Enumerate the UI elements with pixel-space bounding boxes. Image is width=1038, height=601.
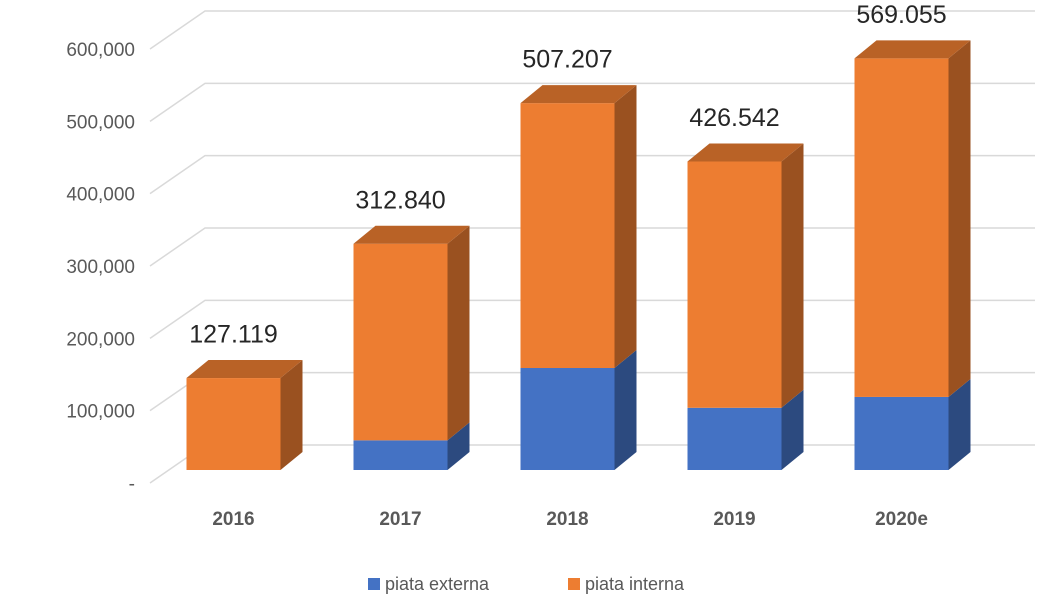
legend-swatch [568,578,580,590]
x-tick-label: 2018 [546,509,588,530]
bar-side [948,378,971,470]
y-tick-label: 600,000 [66,40,135,61]
bar [520,350,637,470]
bar [353,422,470,470]
x-tick-label: 2016 [212,509,254,530]
bar-side [781,389,804,470]
legend-label: piata interna [585,574,685,594]
bar-side [447,422,470,470]
y-tick-label: 500,000 [66,112,135,133]
legend-label: piata externa [385,574,490,594]
y-tick-label: 100,000 [66,402,135,423]
total-label: 426.542 [689,104,779,132]
bar-front [520,103,615,369]
bar-top [353,225,470,244]
bar [854,378,971,470]
bar-front [854,58,949,397]
bar-side [781,143,804,408]
total-label: 127.119 [189,321,278,349]
x-tick-label: 2019 [713,509,755,530]
y-tick-label: - [129,474,135,495]
x-tick-label: 2017 [379,509,421,530]
bar-front [687,161,782,408]
grid-line [149,82,1035,122]
y-tick-label: 400,000 [66,185,135,206]
bar-front [687,407,782,470]
x-tick-label: 2020e [875,509,928,530]
bar [353,225,470,441]
bar-side [280,360,303,470]
bar [520,85,637,369]
total-label: 507.207 [522,46,612,74]
bar-front [353,440,448,470]
bar [687,143,804,408]
bar-front [854,396,949,470]
bar-top [687,143,804,162]
bar-side [948,40,971,397]
y-tick-label: 200,000 [66,329,135,350]
bar [186,360,303,470]
bar-top [520,85,637,104]
grid-line [149,10,1035,50]
total-label: 569.055 [856,1,946,29]
y-tick-label: 300,000 [66,257,135,278]
total-label: 312.840 [355,186,445,214]
bar-top [186,360,303,379]
bar [687,389,804,470]
bar-top [854,40,971,59]
bar-front [520,368,615,470]
bar [854,40,971,397]
bar-front [353,243,448,441]
bar-side [614,350,637,470]
bar-side [614,85,637,369]
legend-swatch [368,578,380,590]
bar-side [447,225,470,441]
bar-front [186,378,281,470]
